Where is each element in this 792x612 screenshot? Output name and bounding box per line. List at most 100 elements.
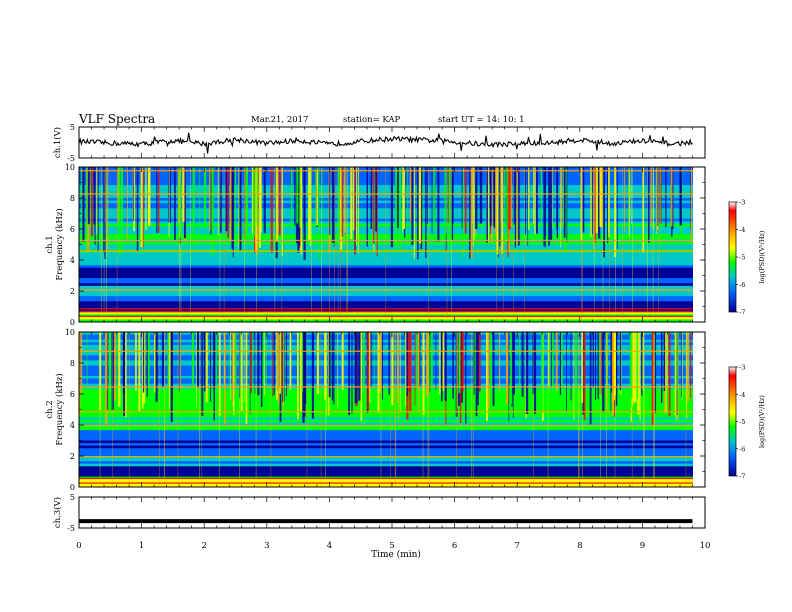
- sferic-streak: [632, 332, 635, 404]
- sferic-streak: [411, 167, 414, 245]
- spectrogram-band: [79, 373, 693, 377]
- sferic-streak: [118, 332, 121, 408]
- y-tick-label: 8: [70, 359, 75, 368]
- sferic-streak: [204, 332, 206, 392]
- sferic-streak: [563, 167, 564, 224]
- sferic-streak: [561, 332, 563, 405]
- sferic-streak: [578, 332, 579, 487]
- sferic-streak: [396, 167, 399, 228]
- sferic-streak: [227, 167, 229, 238]
- sferic-streak: [496, 167, 497, 322]
- spectrogram-band: [79, 339, 693, 343]
- sferic-streak: [112, 332, 113, 487]
- sferic-streak: [606, 332, 607, 487]
- sferic-streak: [655, 167, 657, 234]
- sferic-streak: [337, 167, 339, 322]
- sferic-streak: [278, 167, 281, 236]
- sferic-streak: [582, 167, 583, 322]
- sferic-streak: [445, 167, 447, 234]
- figure-title: VLF Spectra: [78, 112, 155, 126]
- narrowband-line: [79, 308, 693, 310]
- sferic-streak: [556, 167, 558, 238]
- sferic-streak: [506, 332, 509, 404]
- sferic-streak: [667, 332, 668, 389]
- spectrogram-band: [79, 404, 693, 408]
- spectrogram-band: [79, 363, 693, 366]
- sferic-streak: [548, 167, 550, 246]
- sferic-streak: [333, 332, 335, 405]
- sferic-streak: [566, 167, 568, 243]
- sferic-streak: [308, 167, 311, 241]
- sferic-streak: [527, 167, 529, 246]
- spectrogram-band: [79, 391, 693, 395]
- sferic-streak: [665, 332, 667, 413]
- sferic-streak: [142, 332, 145, 393]
- sferic-streak: [174, 167, 176, 241]
- sferic-streak: [87, 167, 90, 225]
- sferic-streak: [356, 167, 357, 246]
- sferic-streak: [233, 332, 235, 415]
- sferic-streak: [253, 167, 256, 237]
- sferic-streak: [138, 332, 141, 412]
- spectrogram-band: [79, 370, 693, 374]
- sferic-streak: [394, 332, 396, 487]
- sferic-streak: [270, 332, 272, 487]
- sferic-streak: [534, 332, 537, 414]
- sferic-streak: [197, 332, 199, 387]
- sferic-streak: [590, 167, 592, 237]
- sferic-streak: [245, 167, 247, 241]
- sferic-streak: [521, 332, 524, 397]
- sferic-streak: [348, 332, 350, 416]
- sferic-streak: [120, 167, 123, 254]
- sferic-streak: [690, 332, 692, 398]
- sferic-streak: [210, 332, 212, 402]
- sferic-streak: [180, 167, 182, 322]
- sferic-streak: [583, 332, 586, 421]
- sferic-streak: [595, 167, 598, 234]
- sferic-streak: [270, 167, 273, 253]
- sferic-streak: [177, 332, 179, 487]
- sferic-streak: [179, 332, 180, 392]
- sferic-streak: [499, 167, 501, 247]
- sferic-streak: [230, 332, 232, 401]
- sferic-streak: [334, 167, 335, 322]
- sferic-streak: [81, 167, 83, 241]
- x-tick-label: 5: [389, 541, 394, 551]
- sferic-streak: [217, 167, 219, 235]
- sferic-streak: [354, 167, 356, 255]
- sferic-streak: [511, 332, 513, 407]
- sferic-streak: [286, 332, 287, 397]
- sferic-streak: [303, 167, 306, 260]
- sferic-streak: [506, 167, 508, 241]
- sferic-streak: [446, 167, 448, 322]
- sferic-streak: [563, 167, 566, 238]
- sferic-streak: [460, 332, 463, 403]
- y-axis-label: ch.2: [45, 400, 55, 418]
- sferic-streak: [508, 167, 511, 230]
- spectrogram-band: [79, 456, 693, 459]
- sferic-streak: [385, 167, 387, 322]
- sferic-streak: [300, 167, 303, 251]
- sferic-streak: [492, 332, 495, 407]
- sferic-streak: [510, 332, 512, 404]
- sferic-streak: [527, 167, 530, 230]
- sferic-streak: [168, 167, 169, 223]
- spectrogram-band: [79, 458, 693, 462]
- narrowband-line: [79, 386, 693, 388]
- sferic-streak: [347, 167, 348, 322]
- ch3-waveform-panel: 5 -5 ch.3(V) 0 1 2 3 4 5 6 7 8 9 10: [52, 493, 710, 551]
- spectrogram-band: [79, 422, 693, 426]
- sferic-streak: [203, 167, 207, 230]
- sferic-streak: [513, 167, 515, 225]
- sferic-streak: [535, 167, 538, 234]
- sferic-streak: [582, 332, 583, 487]
- spectrogram-band: [79, 360, 693, 364]
- sferic-streak: [581, 167, 582, 322]
- sferic-streak: [315, 167, 316, 238]
- colorbar-label: log(PSD)(V²/Hz): [758, 230, 766, 283]
- spectrogram-band: [79, 414, 693, 418]
- sferic-streak: [192, 167, 195, 247]
- sferic-streak: [413, 167, 415, 259]
- sferic-streak: [428, 332, 430, 487]
